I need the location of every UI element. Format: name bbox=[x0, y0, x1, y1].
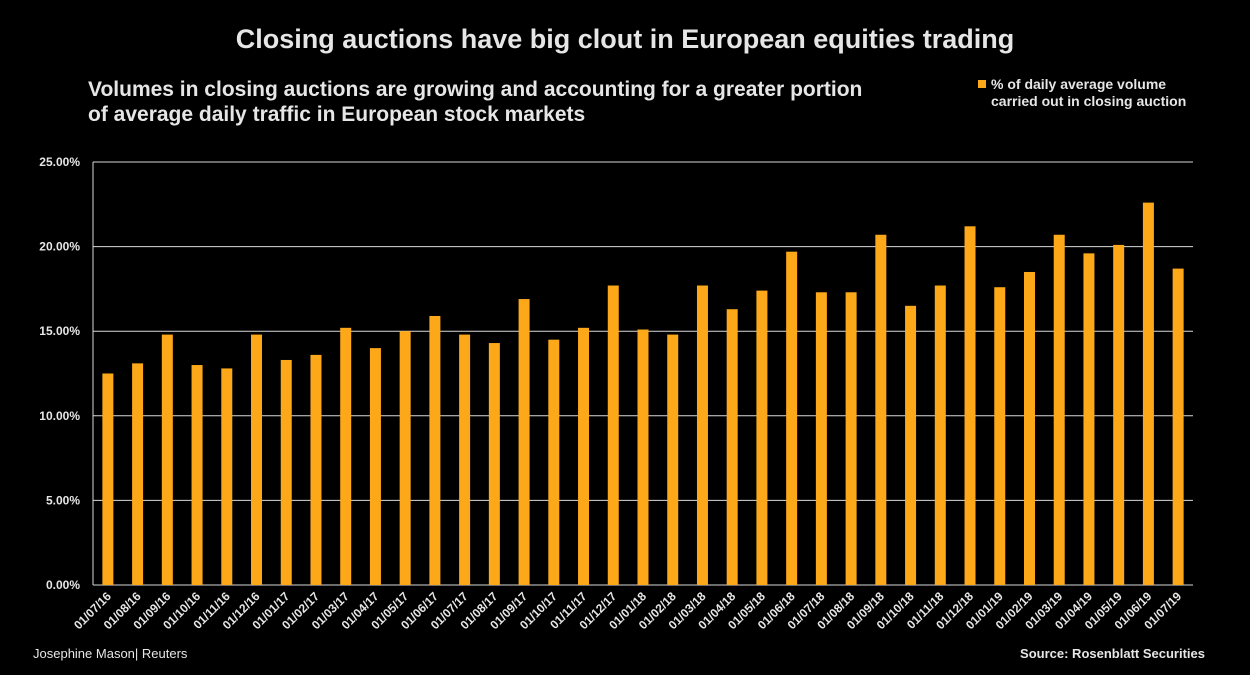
bar bbox=[756, 290, 768, 585]
bar bbox=[905, 305, 917, 585]
bar bbox=[994, 287, 1006, 585]
bar bbox=[1113, 244, 1125, 585]
bar bbox=[726, 309, 738, 585]
y-tick-label: 0.00% bbox=[46, 578, 80, 592]
bar bbox=[786, 251, 798, 585]
chart-subtitle: Volumes in closing auctions are growing … bbox=[88, 78, 863, 126]
bar bbox=[488, 343, 500, 585]
bar bbox=[815, 292, 827, 585]
bar bbox=[369, 348, 381, 585]
bar bbox=[548, 339, 560, 585]
bar bbox=[578, 327, 590, 585]
legend-swatch bbox=[978, 80, 986, 88]
y-tick-label: 10.00% bbox=[39, 409, 80, 423]
source-text: Source: Rosenblatt Securities bbox=[1020, 646, 1205, 661]
bar bbox=[667, 334, 679, 585]
y-tick-label: 5.00% bbox=[46, 493, 80, 507]
bar bbox=[1172, 268, 1184, 585]
bar bbox=[399, 331, 411, 585]
bar bbox=[518, 299, 530, 585]
bar bbox=[875, 234, 887, 586]
bar bbox=[637, 329, 649, 585]
bar bbox=[607, 285, 619, 585]
y-tick-label: 20.00% bbox=[39, 240, 80, 254]
bar bbox=[340, 327, 352, 585]
bar bbox=[191, 365, 203, 585]
bar bbox=[161, 334, 173, 585]
bar bbox=[1142, 202, 1154, 585]
legend-label: % of daily average volume carried out in… bbox=[991, 76, 1187, 109]
bar bbox=[845, 292, 857, 585]
bar bbox=[251, 334, 263, 585]
bar bbox=[132, 363, 144, 585]
bar bbox=[459, 334, 471, 585]
bar bbox=[310, 354, 322, 585]
bar bbox=[1053, 234, 1065, 586]
credit-text: Josephine Mason| Reuters bbox=[33, 646, 188, 661]
bar bbox=[696, 285, 708, 585]
bar bbox=[429, 315, 441, 585]
y-tick-label: 15.00% bbox=[39, 324, 80, 338]
bar bbox=[102, 373, 114, 585]
bar bbox=[221, 368, 233, 585]
bar bbox=[280, 359, 292, 585]
chart-title: Closing auctions have big clout in Europ… bbox=[235, 24, 1015, 54]
bar bbox=[934, 285, 946, 585]
bar bbox=[1083, 253, 1095, 586]
y-tick-label: 25.00% bbox=[39, 155, 80, 169]
bar bbox=[964, 226, 976, 585]
bar bbox=[1023, 271, 1035, 585]
